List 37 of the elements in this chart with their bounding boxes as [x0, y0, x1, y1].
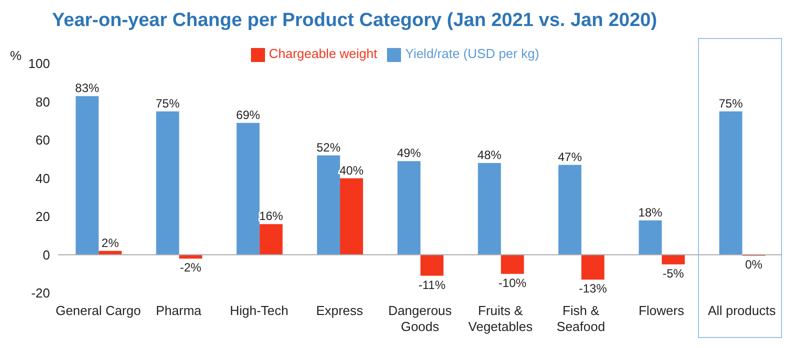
y-tick-label: 0	[42, 247, 50, 262]
data-label: 16%	[259, 209, 284, 224]
data-label: 69%	[236, 108, 260, 122]
x-tick-label: Fruits & Vegetables	[468, 303, 534, 334]
legend-label: Yield/rate (USD per kg)	[405, 46, 540, 61]
x-tick-label: General Cargo	[56, 303, 141, 318]
data-label: -5%	[662, 266, 684, 280]
legend-label: Chargeable weight	[268, 46, 378, 61]
data-label: 48%	[477, 148, 502, 162]
y-tick-label: 20	[36, 209, 50, 224]
data-label: 83%	[75, 81, 100, 96]
chart-title: Year-on-year Change per Product Category (Jan 2021 vs. Jan 2020)	[52, 9, 658, 33]
data-label: -2%	[180, 260, 202, 275]
data-label: 2%	[102, 236, 120, 250]
data-label: -13%	[578, 282, 608, 296]
x-tick-label: Dangerous Goods	[388, 303, 452, 334]
data-label: 52%	[316, 140, 341, 154]
x-tick-label: High-Tech	[230, 303, 288, 318]
y-axis-title: %	[10, 48, 22, 63]
y-tick-label: 40	[36, 170, 50, 186]
y-tick-label: 100	[28, 56, 50, 72]
data-label: 18%	[638, 205, 663, 220]
data-label: 49%	[396, 146, 422, 160]
data-label: -10%	[498, 276, 527, 290]
data-label: 47%	[558, 150, 582, 164]
x-tick-label: Fish & Seafood	[556, 303, 606, 334]
y-tick-label: 80	[36, 94, 50, 110]
x-tick-label: Flowers	[638, 303, 685, 318]
x-tick-label: All products	[708, 303, 776, 318]
y-tick-label: -20	[31, 286, 50, 301]
data-label: -11%	[418, 278, 446, 292]
data-label: 0%	[745, 258, 763, 272]
data-label: 75%	[718, 96, 744, 110]
x-tick-label: Pharma	[156, 303, 202, 318]
y-tick-label: 60	[36, 132, 50, 148]
data-label: 75%	[156, 96, 180, 110]
x-tick-label: Express	[316, 303, 364, 318]
